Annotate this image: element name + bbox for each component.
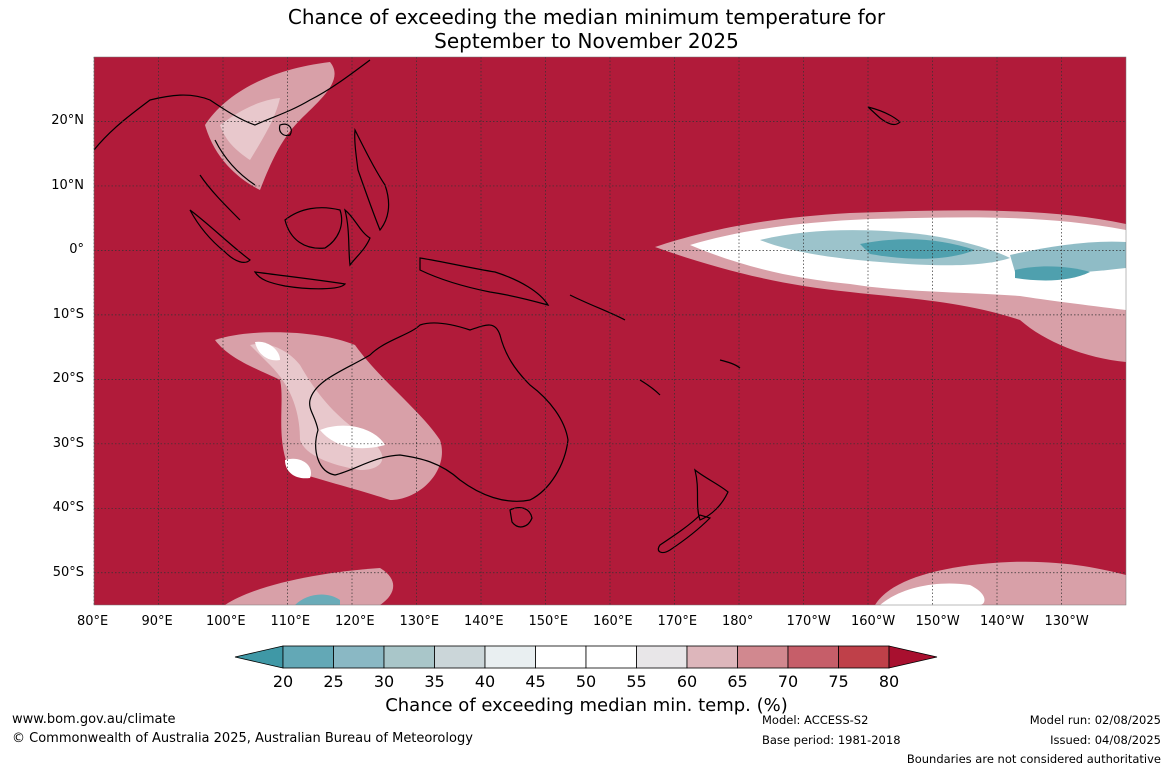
colorbar-tick-label: 80	[878, 672, 900, 691]
model-text: Model: ACCESS-S2	[762, 713, 869, 727]
new-zealand-north-outline	[693, 468, 729, 521]
sulawesi-outline	[343, 208, 371, 267]
model-run-text: Model run: 02/08/2025	[1029, 713, 1161, 727]
lat-tick-label: 30°S	[52, 435, 84, 451]
new-guinea-outline	[419, 257, 550, 306]
se-asia-light	[220, 98, 280, 160]
colorbar-tick-label: 25	[323, 672, 344, 691]
colorbar-segment	[484, 645, 536, 669]
lon-tick-label: 80°E	[77, 614, 109, 629]
hawaii-outline	[867, 106, 901, 126]
lat-tick-label: 20°S	[52, 371, 84, 387]
colorbar-title: Chance of exceeding median min. temp. (%…	[385, 695, 788, 716]
lat-tick-label: 10°S	[52, 306, 84, 322]
se-asia-patch	[205, 62, 335, 190]
lon-tick-label: 90°E	[141, 614, 173, 629]
lon-tick-label: 180°	[722, 614, 754, 629]
lon-tick-label: 120°E	[335, 614, 375, 629]
disclaimer-text: Boundaries are not considered authoritat…	[906, 752, 1161, 766]
colorbar-tick-label: 35	[424, 672, 445, 691]
lon-tick-label: 160°E	[593, 614, 633, 629]
southern-ocean-patch-1	[225, 568, 394, 605]
west-aus-white-1	[255, 341, 280, 361]
base-period-text: Base period: 1981-2018	[762, 733, 901, 747]
colorbar-segment	[686, 645, 738, 669]
colorbar-tick-label: 20	[272, 672, 294, 691]
lon-tick-label: 170°W	[786, 614, 831, 629]
colorbar-segment	[787, 645, 839, 669]
southern-ocean-patch-1-teal	[295, 594, 340, 605]
colorbar-tick-label: 75	[828, 672, 849, 691]
colorbar-tick-label: 45	[525, 672, 546, 691]
java-outline	[253, 271, 347, 290]
title-line-1: Chance of exceeding the median minimum t…	[287, 5, 886, 29]
lat-tick-label: 40°S	[52, 500, 84, 516]
colorbar-tick-label: 55	[626, 672, 647, 691]
philippines-outline	[354, 127, 390, 232]
pacific-band-teal-4	[1015, 266, 1090, 281]
colorbar-segment	[282, 645, 334, 669]
lon-tick-label: 100°E	[206, 614, 246, 629]
map-frame	[93, 56, 1127, 606]
copyright-text: © Commonwealth of Australia 2025, Austra…	[12, 731, 473, 746]
southern-ocean-patch-2-white	[880, 583, 985, 605]
lon-tick-label: 170°E	[657, 614, 698, 629]
colorbar-segment	[585, 645, 637, 669]
tasmania-outline	[509, 507, 533, 528]
lon-tick-label: 140°W	[980, 614, 1025, 629]
colorbar-extend-low	[234, 645, 284, 669]
colorbar-tick-label: 65	[727, 672, 748, 691]
colorbar-segment	[838, 645, 890, 669]
asia-mainland-outline	[94, 59, 371, 221]
colorbar-segment	[434, 645, 486, 669]
colorbar-segment	[333, 645, 385, 669]
colorbar-tick-label: 30	[373, 672, 395, 691]
lon-tick-label: 110°E	[270, 614, 311, 629]
colorbar-segment	[636, 645, 688, 669]
pacific-band-teal-3	[1010, 241, 1126, 274]
lat-tick-label: 50°S	[52, 564, 84, 580]
probability-shading	[205, 62, 1126, 605]
borneo-outline	[284, 207, 343, 249]
lon-tick-label: 150°W	[915, 614, 960, 629]
lon-tick-label: 130°W	[1044, 614, 1089, 629]
new-zealand-south-outline	[657, 514, 712, 554]
colorbar-segment	[383, 645, 435, 669]
lat-tick-label: 0°	[69, 242, 84, 258]
lat-tick-label: 10°N	[51, 177, 84, 193]
title-line-2: September to November 2025	[434, 29, 739, 53]
west-aus-white-3	[320, 425, 385, 449]
map-title: Chance of exceeding the median minimum t…	[0, 5, 1173, 53]
pacific-islands-outline	[569, 294, 741, 396]
hainan-outline	[278, 123, 292, 137]
colorbar-segment	[737, 645, 789, 669]
lon-tick-label: 130°E	[399, 614, 440, 629]
sumatra-outline	[189, 209, 251, 263]
lon-tick-label: 160°W	[851, 614, 896, 629]
lon-tick-label: 140°E	[464, 614, 504, 629]
colorbar-tick-label: 60	[676, 672, 698, 691]
colorbar-tick-label: 70	[777, 672, 799, 691]
west-aus-white-2	[285, 458, 311, 479]
colorbar-tick-label: 40	[474, 672, 496, 691]
australia-outline	[309, 322, 569, 502]
colorbar-extend-high	[888, 645, 938, 669]
lon-tick-label: 150°E	[528, 614, 569, 629]
colorbar-segment	[535, 645, 587, 669]
pacific-band-teal-2	[860, 239, 975, 259]
website-link[interactable]: www.bom.gov.au/climate	[12, 712, 176, 727]
colorbar-tick-label: 50	[575, 672, 597, 691]
lat-tick-label: 20°N	[51, 113, 84, 129]
colorbar	[234, 645, 938, 669]
land-outlines	[94, 59, 901, 554]
issued-text: Issued: 04/08/2025	[1050, 733, 1161, 747]
